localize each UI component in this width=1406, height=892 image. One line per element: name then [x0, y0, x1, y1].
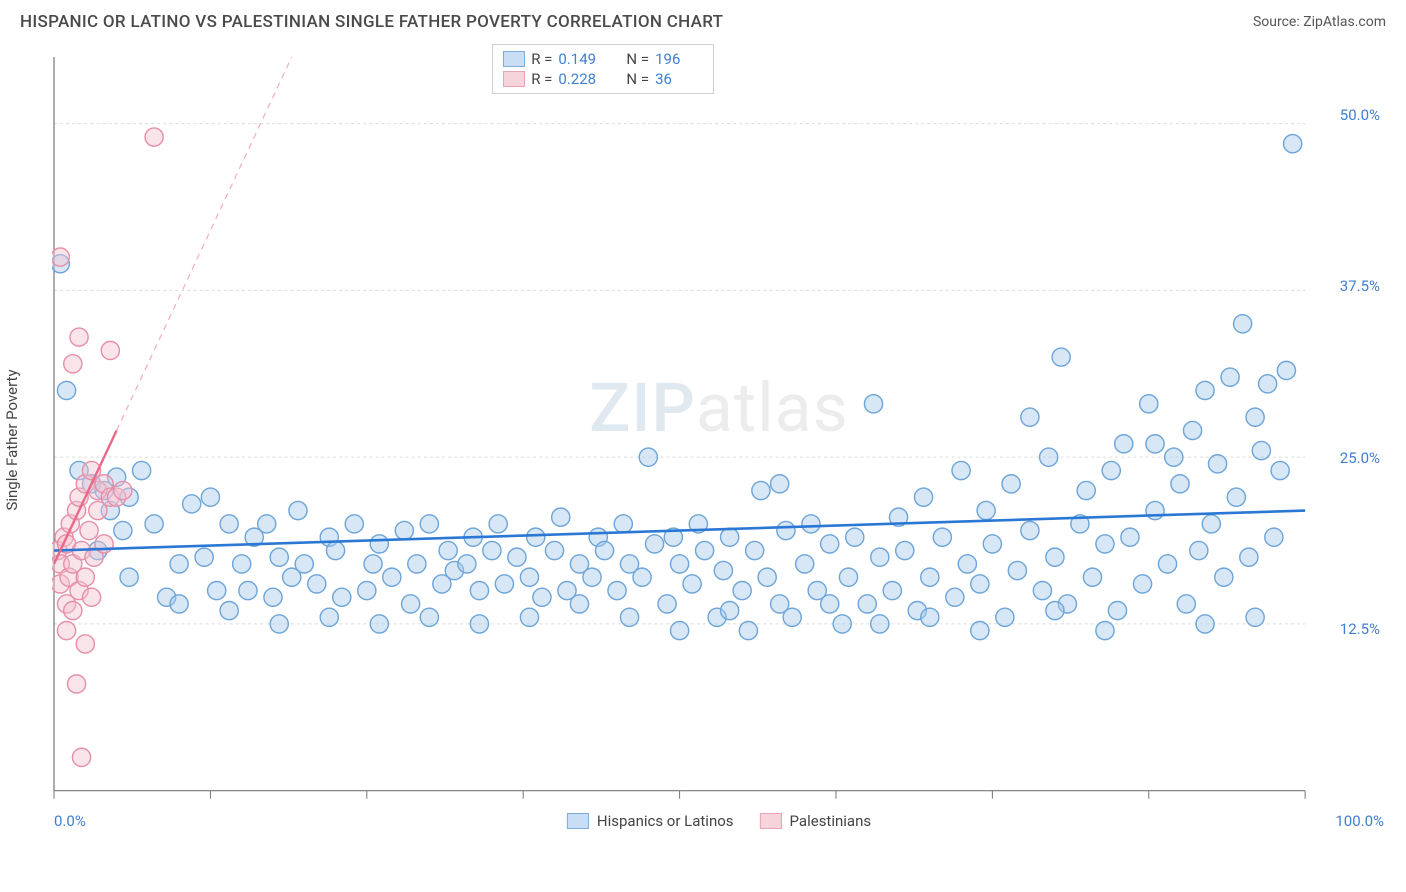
swatch-pink-icon: [760, 813, 782, 829]
y-tick-label: 25.0%: [1340, 449, 1380, 467]
legend-row-pink: R = 0.228 N = 36: [503, 69, 703, 89]
correlation-legend: R = 0.149 N = 196 R = 0.228 N = 36: [492, 44, 714, 94]
bottom-legend: 0.0% Hispanics or Latinos Palestinians 1…: [52, 812, 1386, 830]
swatch-blue-icon: [567, 813, 589, 829]
series-label-pink: Palestinians: [760, 812, 872, 830]
legend-row-blue: R = 0.149 N = 196: [503, 49, 703, 69]
source-attribution: Source: ZipAtlas.com: [1253, 14, 1386, 30]
x-axis-min: 0.0%: [54, 812, 86, 830]
y-tick-label: 37.5%: [1340, 277, 1380, 295]
y-tick-label: 50.0%: [1340, 106, 1380, 124]
y-axis-label: Single Father Poverty: [3, 369, 21, 510]
series-label-blue: Hispanics or Latinos: [567, 812, 734, 830]
swatch-pink-icon: [503, 71, 525, 87]
scatter-plot: [52, 40, 1386, 840]
chart-area: Single Father Poverty ZIPatlas R = 0.149…: [52, 40, 1386, 840]
swatch-blue-icon: [503, 51, 525, 67]
y-tick-label: 12.5%: [1340, 620, 1380, 638]
x-axis-max: 100.0%: [1335, 812, 1384, 830]
chart-title: HISPANIC OR LATINO VS PALESTINIAN SINGLE…: [20, 12, 723, 32]
